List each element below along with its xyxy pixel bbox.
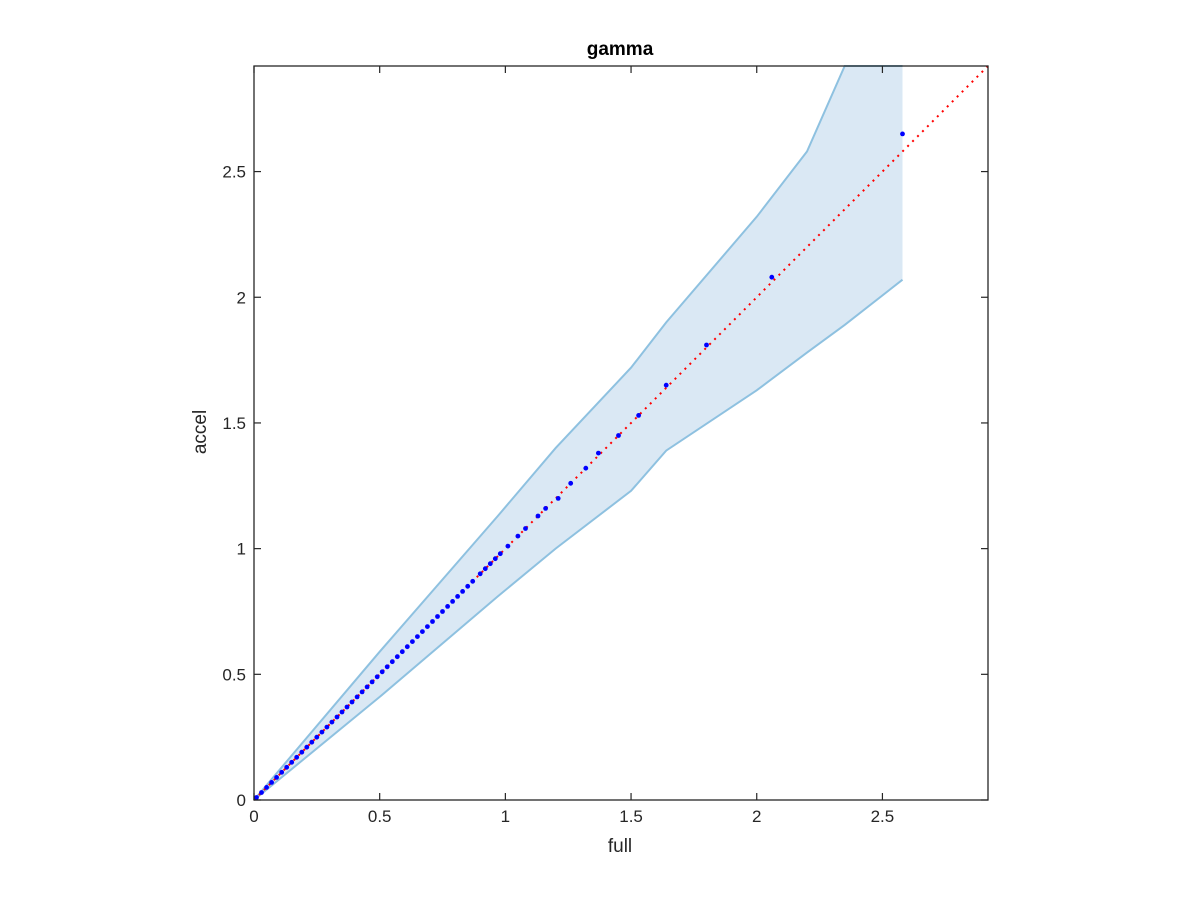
data-point	[294, 754, 300, 760]
data-point	[399, 649, 405, 655]
data-point	[555, 496, 561, 501]
data-point	[364, 684, 370, 690]
data-point	[369, 679, 375, 685]
y-tick-label: 1.5	[222, 414, 246, 433]
data-point	[374, 674, 380, 680]
data-point	[568, 480, 574, 486]
data-point	[329, 719, 335, 725]
data-point	[354, 694, 360, 700]
data-point	[596, 450, 601, 456]
data-point	[455, 594, 460, 599]
data-point	[497, 551, 503, 557]
y-tick-label: 0	[237, 791, 246, 810]
data-point	[460, 589, 465, 594]
data-point	[269, 780, 274, 785]
data-point	[425, 624, 430, 629]
data-point	[324, 724, 330, 730]
data-point	[284, 764, 290, 770]
data-point	[900, 131, 905, 137]
axes: 0 0.5 1 1.5 2 2.5 0 0.5 1 1.5 2 2.5	[222, 65, 989, 826]
data-point	[410, 639, 415, 644]
x-tick-label: 2.5	[871, 807, 895, 826]
data-point	[543, 506, 548, 511]
data-point	[264, 785, 269, 790]
data-point	[482, 566, 488, 572]
band-upper-edge	[253, 65, 903, 801]
y-tick-label: 2.5	[222, 163, 246, 182]
plot-area	[253, 65, 989, 801]
data-point	[492, 556, 498, 562]
band-lower-edge	[253, 278, 904, 801]
data-point	[304, 744, 310, 750]
data-point	[636, 413, 641, 418]
data-point	[477, 571, 483, 577]
data-point	[505, 543, 511, 549]
data-point	[404, 644, 410, 650]
data-point	[254, 795, 259, 800]
x-tick-label: 0	[249, 807, 258, 826]
data-point	[435, 614, 440, 619]
data-point	[470, 578, 476, 584]
y-tick-label: 1	[237, 540, 246, 559]
data-point	[430, 619, 435, 624]
data-point	[523, 526, 528, 531]
data-point	[616, 433, 621, 438]
reference-line	[253, 65, 989, 801]
y-tick-label: 0.5	[222, 665, 246, 684]
data-point	[704, 342, 709, 348]
x-tick-label: 1	[501, 807, 510, 826]
data-point	[394, 654, 400, 660]
data-point	[487, 561, 493, 567]
data-point	[339, 709, 345, 715]
data-point	[415, 634, 420, 639]
data-point	[445, 604, 450, 609]
data-point	[309, 739, 315, 745]
data-point	[450, 599, 455, 604]
data-point	[663, 382, 669, 388]
y-tick-label: 2	[237, 288, 246, 307]
data-point	[769, 274, 775, 280]
x-axis-title: full	[608, 836, 632, 857]
data-point	[314, 734, 320, 740]
axes-box	[253, 65, 989, 801]
data-point	[583, 465, 589, 471]
data-point	[279, 769, 285, 775]
data-point	[319, 729, 325, 735]
x-tick-label: 1.5	[619, 807, 643, 826]
data-point	[420, 629, 425, 634]
data-point	[299, 749, 305, 755]
data-point	[465, 583, 471, 589]
x-tick-label: 0.5	[368, 807, 392, 826]
data-point	[344, 704, 350, 710]
data-point	[379, 669, 385, 675]
chart-title: gamma	[587, 39, 654, 60]
data-point	[440, 609, 445, 614]
x-tick-label: 2	[752, 807, 761, 826]
data-point	[515, 533, 521, 539]
data-point	[349, 699, 355, 705]
data-point	[259, 790, 264, 795]
data-point	[274, 775, 279, 780]
data-point	[359, 689, 365, 695]
band-fill	[254, 66, 903, 800]
data-point	[334, 714, 340, 720]
data-point	[289, 759, 295, 765]
data-point	[535, 513, 541, 519]
data-point	[389, 659, 395, 665]
y-axis-title: accel	[190, 410, 211, 454]
data-point	[384, 664, 390, 670]
